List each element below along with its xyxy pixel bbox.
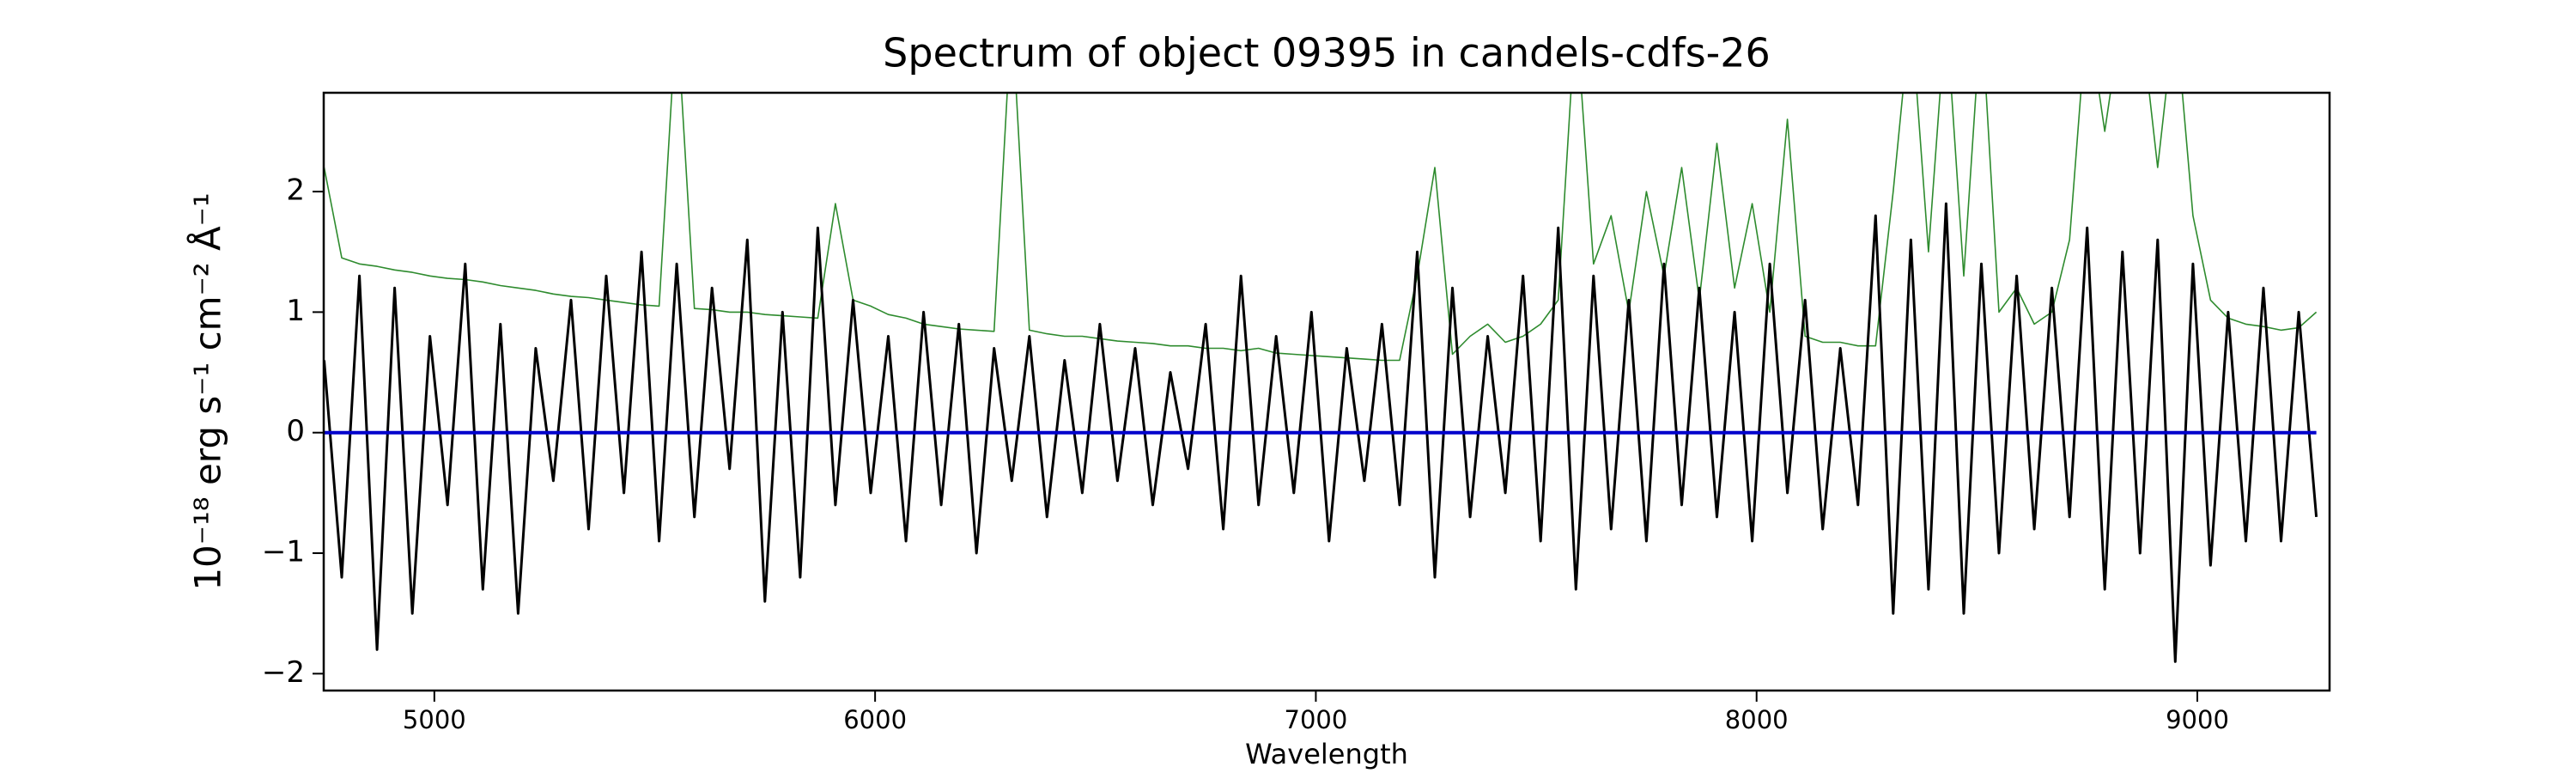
series-line xyxy=(324,93,2318,362)
x-tick-label: 7000 xyxy=(1285,705,1348,734)
y-tick-label: 0 xyxy=(286,414,305,448)
x-tick-label: 6000 xyxy=(843,705,907,734)
x-tick-label: 9000 xyxy=(2166,705,2229,734)
y-tick-label: 1 xyxy=(286,294,305,328)
y-tick-label: −1 xyxy=(262,535,305,569)
y-tick-label: 2 xyxy=(286,173,305,208)
y-axis-label: 10⁻¹⁸ erg s⁻¹ cm⁻² Å⁻¹ xyxy=(186,192,229,590)
x-tick-label: 5000 xyxy=(403,705,466,734)
x-axis-label: Wavelength xyxy=(1245,738,1408,770)
series-line xyxy=(324,202,2318,663)
y-tick-label: −2 xyxy=(262,655,305,690)
chart-title: Spectrum of object 09395 in candels-cdfs… xyxy=(883,30,1771,76)
plot-frame xyxy=(322,91,2331,692)
x-tick-label: 8000 xyxy=(1725,705,1789,734)
plot-area xyxy=(324,93,2318,663)
